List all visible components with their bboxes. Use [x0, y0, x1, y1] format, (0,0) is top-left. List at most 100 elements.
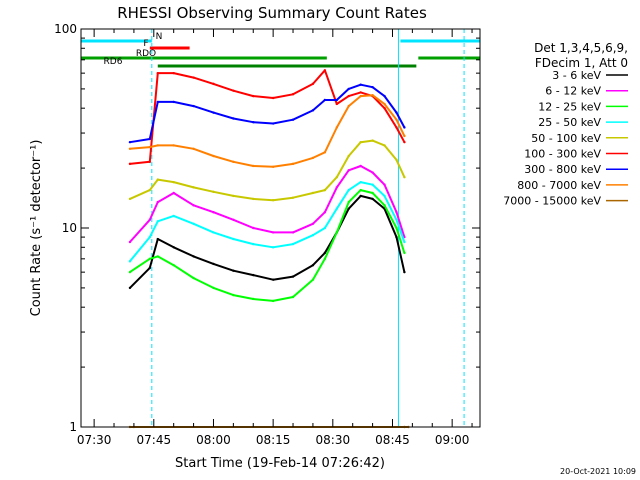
data-point — [128, 270, 132, 274]
data-point — [335, 98, 338, 102]
data-point — [252, 121, 255, 124]
data-point — [291, 162, 295, 166]
data-point — [403, 240, 406, 244]
data-point — [192, 76, 195, 79]
y-tick-label: 1 — [69, 420, 77, 434]
data-point — [395, 226, 398, 230]
data-point — [192, 255, 195, 258]
data-point — [192, 186, 195, 189]
data-point — [128, 162, 132, 166]
data-point — [395, 118, 398, 121]
data-point — [156, 220, 159, 223]
data-point — [395, 218, 398, 221]
data-point — [212, 262, 215, 266]
data-point — [148, 218, 152, 221]
data-point — [383, 102, 386, 106]
data-point — [172, 214, 175, 218]
data-point — [232, 194, 235, 198]
series-line-0 — [129, 194, 406, 289]
data-point — [291, 295, 295, 299]
data-point — [311, 156, 315, 160]
data-point — [311, 109, 315, 112]
data-point — [383, 94, 386, 98]
data-point — [335, 126, 338, 129]
data-point — [383, 106, 386, 110]
data-point — [232, 293, 235, 297]
data-point — [128, 147, 132, 151]
legend-entry: 6 - 12 keV — [545, 85, 601, 98]
legend-entry: 800 - 7000 keV — [517, 179, 601, 192]
data-point — [383, 204, 386, 207]
data-point — [291, 118, 295, 121]
data-point — [156, 237, 159, 241]
data-point — [371, 191, 374, 195]
data-point — [128, 260, 132, 263]
data-point — [347, 104, 350, 108]
data-point — [359, 164, 362, 168]
data-point — [347, 207, 350, 210]
data-point — [252, 164, 255, 168]
data-point — [347, 200, 350, 204]
data-point — [311, 82, 315, 86]
flag-label-f: F — [143, 39, 148, 49]
x-tick-label: 08:15 — [256, 433, 291, 447]
data-point — [371, 85, 374, 89]
x-tick-label: 07:45 — [137, 433, 172, 447]
data-point — [156, 71, 159, 75]
data-point — [323, 98, 327, 102]
x-tick-label: 08:45 — [375, 433, 410, 447]
data-point — [148, 188, 152, 192]
data-point — [359, 188, 362, 192]
data-point — [323, 257, 327, 261]
data-point — [156, 178, 159, 181]
data-point — [148, 266, 152, 270]
data-point — [192, 204, 195, 207]
data-point — [192, 147, 195, 151]
legend-entry: 300 - 800 keV — [524, 163, 601, 176]
legend-entry: 12 - 25 keV — [538, 100, 601, 113]
data-point — [383, 144, 386, 147]
data-point — [311, 264, 315, 267]
data-point — [271, 165, 275, 169]
data-point — [323, 226, 327, 230]
data-point — [323, 188, 327, 192]
data-point — [359, 140, 362, 144]
data-point — [271, 122, 275, 125]
data-point — [291, 242, 295, 246]
legend-entry: 25 - 50 keV — [538, 116, 601, 129]
data-point — [252, 297, 255, 301]
legend-entry: 3 - 6 keV — [552, 69, 601, 82]
data-point — [172, 246, 175, 249]
data-point — [383, 183, 386, 186]
series-line-7 — [129, 94, 406, 168]
data-point — [359, 83, 362, 86]
data-point — [335, 102, 338, 106]
x-axis-label: Start Time (19-Feb-14 07:26:42) — [175, 456, 385, 471]
data-point — [172, 100, 175, 104]
y-tick-label: 100 — [54, 22, 77, 36]
data-point — [335, 176, 338, 179]
data-point — [403, 126, 406, 129]
data-point — [371, 93, 374, 97]
data-point — [311, 234, 315, 237]
data-point — [395, 126, 398, 129]
data-point — [172, 264, 175, 267]
data-point — [323, 151, 327, 154]
data-point — [192, 104, 195, 108]
data-point — [212, 111, 215, 114]
data-point — [212, 211, 215, 214]
series-layer — [128, 69, 410, 429]
data-point — [172, 180, 175, 184]
data-point — [271, 278, 275, 281]
x-tick-label: 09:00 — [435, 433, 470, 447]
data-point — [148, 145, 152, 149]
flag-label-n: N — [156, 32, 163, 42]
data-point — [148, 137, 152, 141]
data-point — [347, 154, 350, 158]
data-point — [156, 100, 159, 104]
data-point — [192, 222, 195, 225]
data-point — [359, 194, 362, 198]
data-point — [128, 286, 132, 290]
